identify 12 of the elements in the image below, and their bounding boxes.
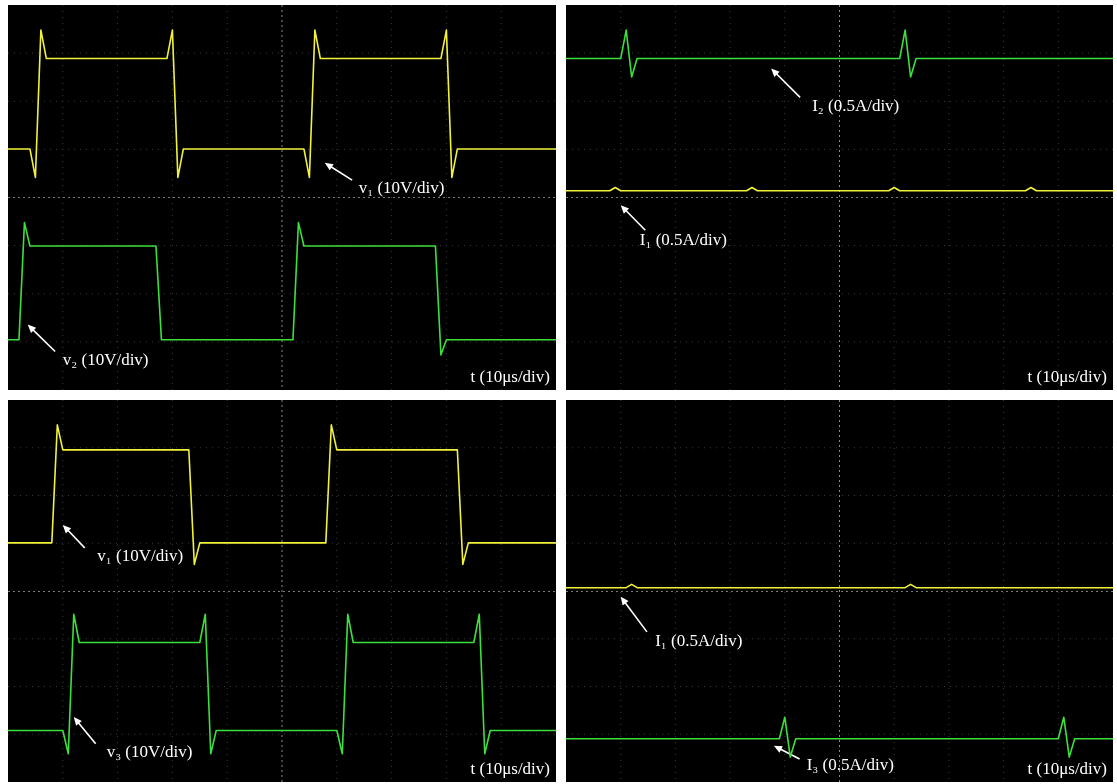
- series-label: v₁ (10V/div): [97, 545, 184, 565]
- series-label: v₁ (10V/div): [358, 178, 445, 198]
- series-label: I₂ (0.5A/div): [812, 95, 900, 115]
- x-axis-title: t (10μs/div): [470, 758, 550, 778]
- series-label: v₃ (10V/div): [106, 741, 193, 761]
- series-label: v₂ (10V/div): [62, 349, 149, 369]
- text: I₁ (0.5A/div): [639, 230, 727, 250]
- x-axis-title: t (10μs/div): [1027, 366, 1107, 386]
- text: I₁ (0.5A/div): [655, 631, 743, 651]
- series-label: I₃ (0.5A/div): [806, 755, 894, 775]
- x-axis-title: t (10μs/div): [470, 366, 550, 386]
- x-axis-title: t (10μs/div): [1027, 758, 1107, 778]
